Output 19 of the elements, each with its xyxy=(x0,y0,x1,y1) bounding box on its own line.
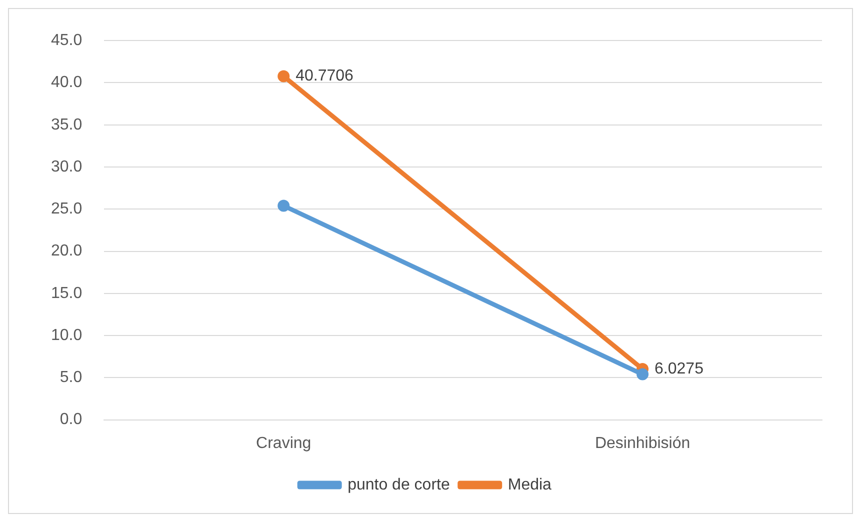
y-tick-label: 0.0 xyxy=(60,411,82,428)
y-tick-label: 10.0 xyxy=(51,326,82,344)
data-label: 40.7706 xyxy=(296,68,354,85)
point xyxy=(278,200,290,212)
legend-label: punto de corte xyxy=(348,476,450,494)
y-tick-label: 5.0 xyxy=(60,369,82,386)
y-tick-label: 15.0 xyxy=(51,284,82,302)
y-tick-label: 30.0 xyxy=(51,158,82,176)
y-tick-label: 40.0 xyxy=(51,74,82,92)
y-tick-label: 20.0 xyxy=(51,242,82,260)
legend-label: Media xyxy=(508,476,552,494)
y-tick-label: 25.0 xyxy=(51,200,82,218)
data-label: 6.0275 xyxy=(654,360,704,378)
y-tick-label: 35.0 xyxy=(51,116,82,134)
point xyxy=(636,368,649,380)
point xyxy=(278,70,290,82)
x-tick-label: Craving xyxy=(256,434,312,452)
x-tick-label: Desinhibisión xyxy=(594,434,690,452)
y-tick-label: 45.0 xyxy=(51,32,82,50)
